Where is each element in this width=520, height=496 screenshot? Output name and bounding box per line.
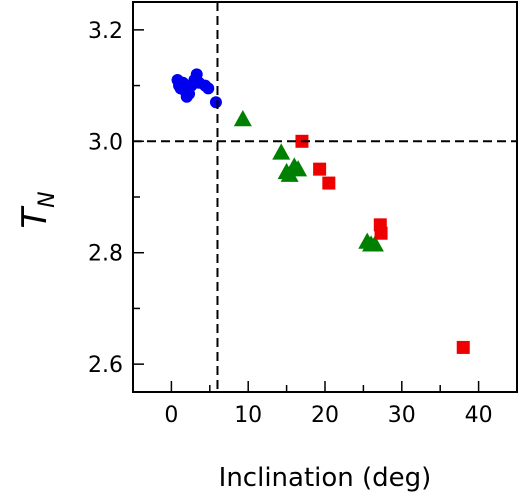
chart-marks (171, 68, 470, 354)
x-tick-label: 30 (388, 403, 416, 428)
data-point-triangle (272, 143, 291, 160)
data-point-triangle (289, 160, 308, 177)
x-tick-label: 40 (465, 403, 493, 428)
data-point-circle (202, 82, 215, 95)
y-tick-label: 3.0 (88, 130, 123, 155)
x-tick-label: 0 (164, 403, 178, 428)
data-point-triangle (365, 235, 384, 252)
x-axis-label: Inclination (deg) (219, 463, 432, 493)
data-point-triangle (233, 110, 252, 127)
x-tick-label: 20 (311, 403, 339, 428)
data-point-circle (209, 96, 222, 109)
y-axis-label-main: T (15, 206, 55, 229)
y-axis-label-subscript: N (35, 191, 60, 207)
data-point-square (313, 162, 327, 176)
data-point-square (322, 176, 336, 190)
x-tick-label: 10 (234, 403, 262, 428)
y-tick-label: 2.8 (88, 242, 123, 267)
data-point-square (456, 340, 470, 354)
data-point-triangle (280, 165, 299, 182)
y-tick-label: 2.6 (88, 353, 123, 378)
data-point-square (374, 226, 388, 240)
y-tick-label: 3.2 (88, 19, 123, 44)
chart-axes: 0 10 20 30 40 2.6 2.8 3.0 3.2 (88, 1, 518, 428)
y-axis-label: TN (15, 191, 60, 228)
plot-frame (132, 1, 518, 393)
